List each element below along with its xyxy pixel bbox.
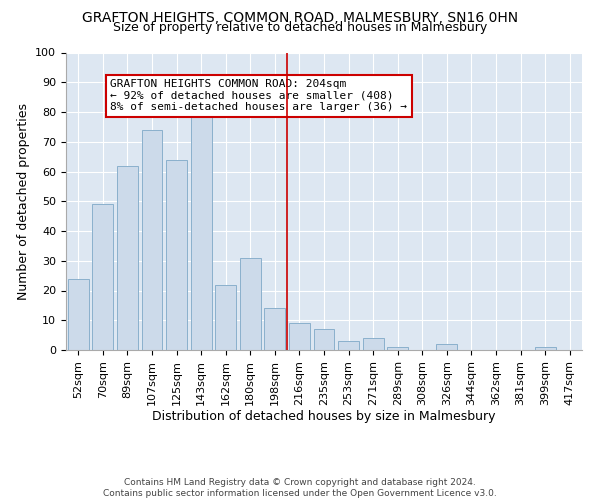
Bar [314,329,334,350]
Bar [166,160,187,350]
Bar [338,341,359,350]
Bar [265,308,286,350]
Text: GRAFTON HEIGHTS COMMON ROAD: 204sqm
← 92% of detached houses are smaller (408)
8: GRAFTON HEIGHTS COMMON ROAD: 204sqm ← 92… [110,80,407,112]
Bar [289,323,310,350]
Bar [362,338,383,350]
Text: Size of property relative to detached houses in Malmesbury: Size of property relative to detached ho… [113,21,487,34]
Y-axis label: Number of detached properties: Number of detached properties [17,103,30,300]
Bar [215,284,236,350]
Bar [191,115,212,350]
Bar [240,258,261,350]
Bar [117,166,138,350]
X-axis label: Distribution of detached houses by size in Malmesbury: Distribution of detached houses by size … [152,410,496,424]
Bar [92,204,113,350]
Bar [387,347,408,350]
Bar [68,278,89,350]
Text: GRAFTON HEIGHTS, COMMON ROAD, MALMESBURY, SN16 0HN: GRAFTON HEIGHTS, COMMON ROAD, MALMESBURY… [82,11,518,25]
Bar [436,344,457,350]
Bar [535,347,556,350]
Text: Contains HM Land Registry data © Crown copyright and database right 2024.
Contai: Contains HM Land Registry data © Crown c… [103,478,497,498]
Bar [142,130,163,350]
